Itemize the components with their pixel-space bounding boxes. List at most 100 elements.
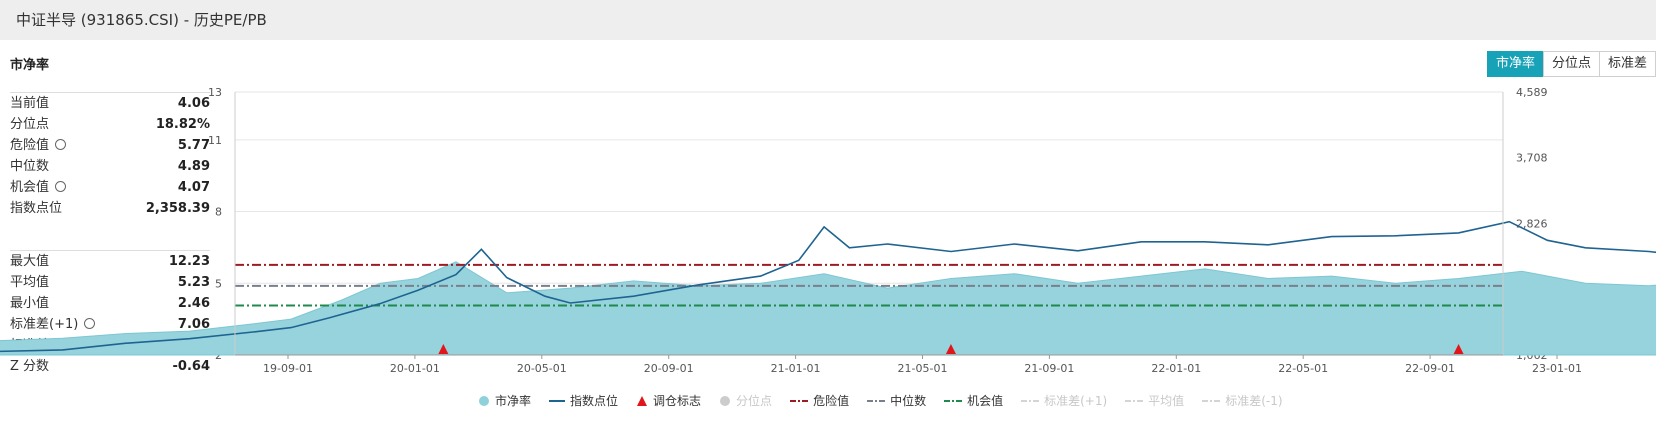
stat-label: 最小值 xyxy=(10,293,49,314)
legend-item[interactable]: 市净率 xyxy=(478,392,531,409)
legend-label: 标准差(+1) xyxy=(1044,394,1108,408)
legend-item[interactable]: 中位数 xyxy=(867,392,926,409)
stat-value: 12.23 xyxy=(168,254,210,269)
x-tick-label: 22-01-01 xyxy=(1151,362,1201,375)
stat-label: 标准差(+1) xyxy=(10,314,96,335)
stat-row: 中位数 4.89 xyxy=(10,156,210,177)
legend-dashdot-icon xyxy=(790,399,809,402)
x-tick-label: 20-01-01 xyxy=(390,362,440,375)
stat-label-text: 最大值 xyxy=(10,254,50,269)
stat-row: 最小值 2.46 xyxy=(10,293,210,314)
y-left-tick-label: 8 xyxy=(215,206,222,219)
x-tick-label: 23-01-01 xyxy=(1532,362,1582,375)
rebalance-marker xyxy=(438,344,449,354)
stat-row: 当前值 4.06 xyxy=(10,93,210,114)
page-title: 中证半导 (931865.CSI) - 历史PE/PB xyxy=(16,11,267,29)
stat-label-text: 指数点位 xyxy=(10,201,63,216)
stat-value: 7.06 xyxy=(177,317,210,332)
stat-value: 4.89 xyxy=(177,159,210,174)
stat-row: Z 分数 -0.64 xyxy=(10,356,210,377)
tab-percentile[interactable]: 分位点 xyxy=(1542,51,1600,77)
settings-icon[interactable] xyxy=(55,181,67,192)
stat-row: 分位点 18.82% xyxy=(10,114,210,135)
stat-label-text: 当前值 xyxy=(10,96,50,111)
legend-item[interactable]: 标准差(-1) xyxy=(1202,392,1283,409)
stat-value: 4.07 xyxy=(177,180,210,195)
legend-label: 市净率 xyxy=(495,394,532,408)
stat-row: 平均值 5.23 xyxy=(10,272,210,293)
stat-value: -0.64 xyxy=(172,359,210,374)
tab-pb[interactable]: 市净率 xyxy=(1486,51,1544,77)
y-right-tick-label: 4,589 xyxy=(1516,86,1548,99)
stat-label: 机会值 xyxy=(10,177,67,198)
x-tick-label: 22-05-01 xyxy=(1278,362,1328,375)
stat-label: 平均值 xyxy=(10,272,49,293)
x-tick-label: 19-09-01 xyxy=(263,362,313,375)
pb-area-series xyxy=(0,261,1656,356)
tab-stddev[interactable]: 标准差 xyxy=(1598,51,1656,77)
y-right-tick-label: 2,826 xyxy=(1516,217,1548,230)
legend-item[interactable]: 调仓标志 xyxy=(636,392,701,409)
stat-row: 标准差(+1) 7.06 xyxy=(10,314,210,335)
x-tick-label: 20-05-01 xyxy=(517,362,567,375)
legend-dashdot-icon xyxy=(1202,399,1221,402)
x-tick-label: 20-09-01 xyxy=(644,362,694,375)
stat-label: 指数点位 xyxy=(10,198,62,219)
stat-label: 分位点 xyxy=(10,114,49,135)
legend-item[interactable]: 标准差(+1) xyxy=(1021,392,1107,409)
window-titlebar: 中证半导 (931865.CSI) - 历史PE/PB xyxy=(0,0,1656,40)
legend-item[interactable]: 机会值 xyxy=(944,392,1003,409)
legend-label: 机会值 xyxy=(967,394,1004,408)
metric-title: 市净率 xyxy=(10,58,50,73)
legend-item[interactable]: 指数点位 xyxy=(549,392,618,409)
stat-label-text: 最小值 xyxy=(10,296,50,311)
legend-item[interactable]: 危险值 xyxy=(790,392,849,409)
index-line-series xyxy=(0,220,1656,353)
legend-circle-icon xyxy=(479,395,489,406)
settings-icon[interactable] xyxy=(84,318,96,329)
stat-label: Z 分数 xyxy=(10,356,49,377)
chart-legend: 市净率 指数点位 调仓标志 分位点 危险值 中位数 机会值 标准差(+1) 平均值 标准差(-1) xyxy=(478,392,1301,409)
legend-dashdot-icon xyxy=(867,399,886,402)
x-tick-label: 21-09-01 xyxy=(1024,362,1074,375)
legend-label: 指数点位 xyxy=(570,394,619,408)
stats-panel-current: 当前值 4.06 分位点 18.82% 危险值 5.77 中位数 4.89 机会值 4.07 指数点… xyxy=(10,92,210,219)
stat-value: 2.46 xyxy=(177,296,210,311)
stat-row: 指数点位 2,358.39 xyxy=(10,198,210,219)
stat-label-text: 平均值 xyxy=(10,275,50,290)
legend-label: 中位数 xyxy=(890,394,927,408)
settings-icon[interactable] xyxy=(55,139,67,150)
legend-label: 标准差(-1) xyxy=(1225,394,1283,408)
rebalance-marker xyxy=(945,344,956,354)
stat-value: 2,358.39 xyxy=(145,201,210,216)
stat-value: 5.23 xyxy=(177,275,210,290)
stat-label-text: 机会值 xyxy=(10,180,50,195)
stat-label-text: 分位点 xyxy=(10,117,50,132)
stat-label-text: 中位数 xyxy=(10,159,50,174)
legend-dashdot-icon xyxy=(1125,399,1144,402)
stat-value: 4.06 xyxy=(177,96,210,111)
stat-label-text: 标准差(+1) xyxy=(10,317,79,332)
metric-toggle-group: 市净率 分位点 标准差 xyxy=(1486,51,1656,77)
y-left-tick-label: 5 xyxy=(215,277,222,290)
legend-label: 调仓标志 xyxy=(653,394,702,408)
x-tick-label: 22-09-01 xyxy=(1405,362,1455,375)
legend-label: 危险值 xyxy=(813,394,850,408)
stat-label-text: 危险值 xyxy=(10,138,50,153)
stat-label: 中位数 xyxy=(10,156,49,177)
y-right-tick-label: 3,708 xyxy=(1516,152,1548,165)
legend-dashdot-icon xyxy=(1021,399,1040,402)
legend-dashdot-icon xyxy=(944,399,963,402)
stat-row: 最大值 12.23 xyxy=(10,251,210,272)
stat-value: 5.77 xyxy=(177,138,210,153)
legend-line-icon xyxy=(549,399,566,402)
legend-item[interactable]: 平均值 xyxy=(1125,392,1184,409)
stat-label-text: Z 分数 xyxy=(10,359,50,374)
x-tick-label: 21-01-01 xyxy=(771,362,821,375)
legend-item[interactable]: 分位点 xyxy=(719,392,772,409)
stat-label: 当前值 xyxy=(10,93,49,114)
legend-triangle-icon xyxy=(637,395,648,406)
stat-row: 危险值 5.77 xyxy=(10,135,210,156)
legend-label: 平均值 xyxy=(1148,394,1185,408)
